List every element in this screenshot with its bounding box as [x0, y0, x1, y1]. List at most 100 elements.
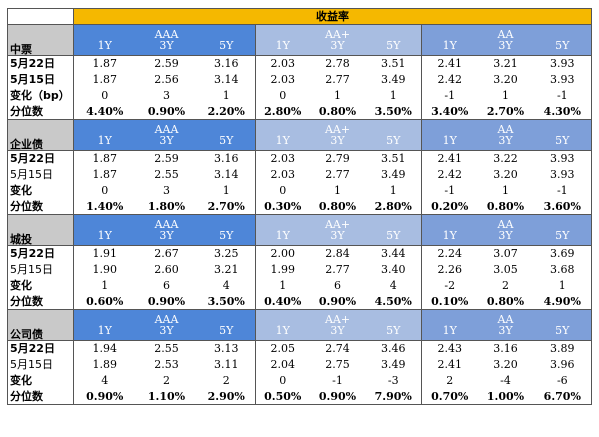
value-cell: 3.20: [493, 358, 518, 371]
value-cell: -1: [421, 182, 478, 199]
value-cell: 3.51: [365, 55, 422, 72]
value-cell: 2: [163, 374, 170, 387]
tenor-label: 1Y: [255, 324, 310, 341]
tenor-label: 5Y: [197, 134, 256, 151]
value-cell: 2.77: [325, 263, 350, 276]
value-cell: 3.51: [365, 150, 422, 167]
value-cell: 3.25: [197, 245, 256, 262]
value-cell: 2.75: [325, 358, 350, 371]
table-row: 5月15日 1.90 2.60 3.21 1.99 2.77 3.40 2.26 3.05 3.6…: [7, 261, 593, 278]
value-cell: 0: [73, 87, 136, 104]
value-cell: 3.11: [214, 358, 239, 371]
value-cell: 4: [73, 372, 136, 389]
value-cell: 2.04: [255, 356, 310, 373]
tenor-label: 5Y: [365, 229, 422, 246]
row-label: 分位数: [7, 198, 74, 215]
row-label: 变化（bp）: [7, 87, 74, 104]
value-cell: 3.16: [477, 340, 534, 357]
rating-group-spacer: [421, 119, 478, 135]
rating-group-label: AA: [477, 309, 534, 325]
row-label: 5月22日: [7, 55, 74, 72]
value-cell: -1: [533, 182, 593, 199]
tenor-label: 3Y: [477, 39, 534, 56]
rating-group-label: AAA: [135, 309, 198, 325]
value-cell: 1.90: [73, 261, 136, 278]
table-row: 分位数 4.40% 0.90% 2.20% 2.80% 0.80% 3.50% 3.40% 2.…: [7, 103, 593, 120]
value-cell: 1: [533, 277, 593, 294]
value-cell: 3: [163, 89, 170, 102]
value-cell: 1.99: [255, 261, 310, 278]
tenor-label: 5Y: [533, 324, 593, 341]
corner-cell: [7, 8, 74, 25]
tenor-label: 3Y: [477, 134, 534, 151]
value-cell: 3.96: [533, 356, 593, 373]
rating-group-label: AA: [477, 119, 534, 135]
value-cell: 1: [334, 184, 341, 197]
tenor-label: 5Y: [533, 229, 593, 246]
section-header-row: 城投 AAA AA+ AA: [7, 214, 593, 246]
value-cell: 2.55: [154, 168, 179, 181]
value-cell: 1.40%: [73, 198, 136, 215]
rating-group-spacer: [533, 214, 593, 230]
value-cell: 3.49: [381, 358, 406, 371]
row-label: 5月15日: [7, 71, 74, 88]
row-label: 5月22日: [7, 245, 74, 262]
yield-table-body: 收益率 中票 AAA AA+ AA 1Y 3Y 5Y 1Y 3Y 5Y 1Y 3Y 5Y 5月22日 1.8…: [7, 8, 593, 405]
rating-group-spacer: [365, 214, 422, 230]
value-cell: 2.60: [154, 263, 179, 276]
value-cell: 4: [222, 279, 230, 292]
value-cell: -6: [533, 372, 593, 389]
tenor-label: 3Y: [135, 229, 198, 246]
rating-group-spacer: [197, 119, 256, 135]
value-cell: 1: [389, 184, 397, 197]
value-cell: 3.16: [197, 55, 256, 72]
rating-group-spacer: [255, 24, 310, 40]
value-cell: 6.70%: [533, 388, 593, 405]
value-cell: 3.60%: [533, 198, 593, 215]
tenor-label: 5Y: [365, 39, 422, 56]
value-cell: 1.87: [73, 150, 136, 167]
value-cell: 0.60%: [73, 293, 136, 310]
value-cell: 2.42: [421, 166, 478, 183]
rating-group-label: AA: [477, 214, 534, 230]
value-cell: 1.10%: [135, 388, 198, 405]
rating-group-label: AA+: [309, 309, 366, 325]
value-cell: 2.80%: [255, 103, 310, 120]
yield-table: 收益率 中票 AAA AA+ AA 1Y 3Y 5Y 1Y 3Y 5Y 1Y 3Y 5Y 5月22日 1.8…: [7, 8, 593, 405]
value-cell: 2.80%: [365, 198, 422, 215]
value-cell: 1.87: [73, 166, 136, 183]
value-cell: 4.30%: [533, 103, 593, 120]
rating-group-label: AA+: [309, 214, 366, 230]
tenor-header-row: 1Y 3Y 5Y 1Y 3Y 5Y 1Y 3Y 5Y: [8, 229, 593, 246]
value-cell: 0.90%: [73, 388, 136, 405]
value-cell: 1.94: [73, 340, 136, 357]
rating-group-spacer: [73, 119, 136, 135]
table-row: 5月22日 1.87 2.59 3.16 2.03 2.78 3.51 2.41 3.21 3.9…: [7, 55, 593, 72]
value-cell: -1: [421, 87, 478, 104]
value-cell: 4.90%: [533, 293, 593, 310]
value-cell: 3.20: [493, 168, 518, 181]
value-cell: 3.93: [533, 55, 593, 72]
value-cell: 3.20: [493, 73, 518, 86]
value-cell: -4: [500, 374, 511, 387]
rating-group-label: AAA: [135, 214, 198, 230]
value-cell: 3.50%: [365, 103, 422, 120]
value-cell: 3.14: [214, 73, 239, 86]
value-cell: 2.03: [255, 150, 310, 167]
value-cell: 3.93: [533, 166, 593, 183]
value-cell: 1.91: [73, 245, 136, 262]
tenor-label: 1Y: [73, 229, 136, 246]
value-cell: 0: [255, 182, 310, 199]
tenor-label: 1Y: [73, 39, 136, 56]
section-header-row: 公司债 AAA AA+ AA: [7, 309, 593, 341]
table-row: 变化（bp） 0 3 1 0 1 1 -1 1 -1: [7, 87, 593, 104]
value-cell: 3.16: [197, 150, 256, 167]
rating-group-spacer: [421, 214, 478, 230]
section-name: 城投: [7, 214, 74, 246]
value-cell: 6: [334, 279, 341, 292]
value-cell: -1: [332, 374, 343, 387]
value-cell: 1: [502, 184, 509, 197]
row-label: 变化: [7, 182, 74, 199]
value-cell: 3.40%: [421, 103, 478, 120]
tenor-label: 5Y: [197, 229, 256, 246]
